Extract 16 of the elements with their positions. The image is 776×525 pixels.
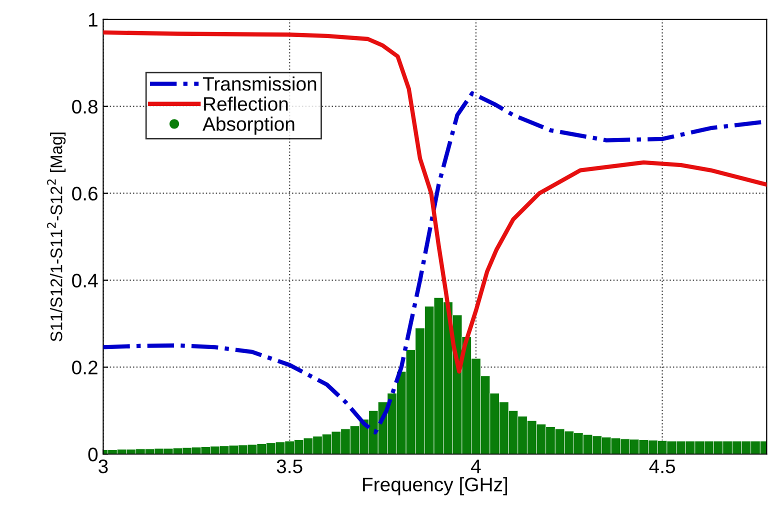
legend-label: Reflection bbox=[204, 96, 288, 111]
legend-label: Transmission bbox=[202, 76, 316, 91]
x-axis-title: Frequency [GHz] bbox=[363, 477, 508, 496]
legend-label: Absorption bbox=[202, 116, 294, 135]
x-tick-label: 3 bbox=[98, 460, 108, 474]
x-tick-label: 3.5 bbox=[276, 460, 302, 474]
x-tick-label: 4 bbox=[470, 460, 481, 474]
y-axis-title: S11/S12/1-S11$^{2}$-S12$^{2}$ [Mag] bbox=[47, 132, 66, 342]
y-tick-label: 0.6 bbox=[72, 186, 98, 201]
line-series bbox=[103, 30, 767, 374]
x-tick-label: 4.5 bbox=[649, 460, 676, 474]
y-tick-label: 0.2 bbox=[72, 360, 98, 374]
y-tick-label: 0.8 bbox=[72, 100, 98, 114]
y-tick-label: 0.4 bbox=[72, 274, 98, 288]
y-tick-label: 0 bbox=[88, 448, 98, 462]
y-tick-label: 1 bbox=[89, 13, 98, 26]
